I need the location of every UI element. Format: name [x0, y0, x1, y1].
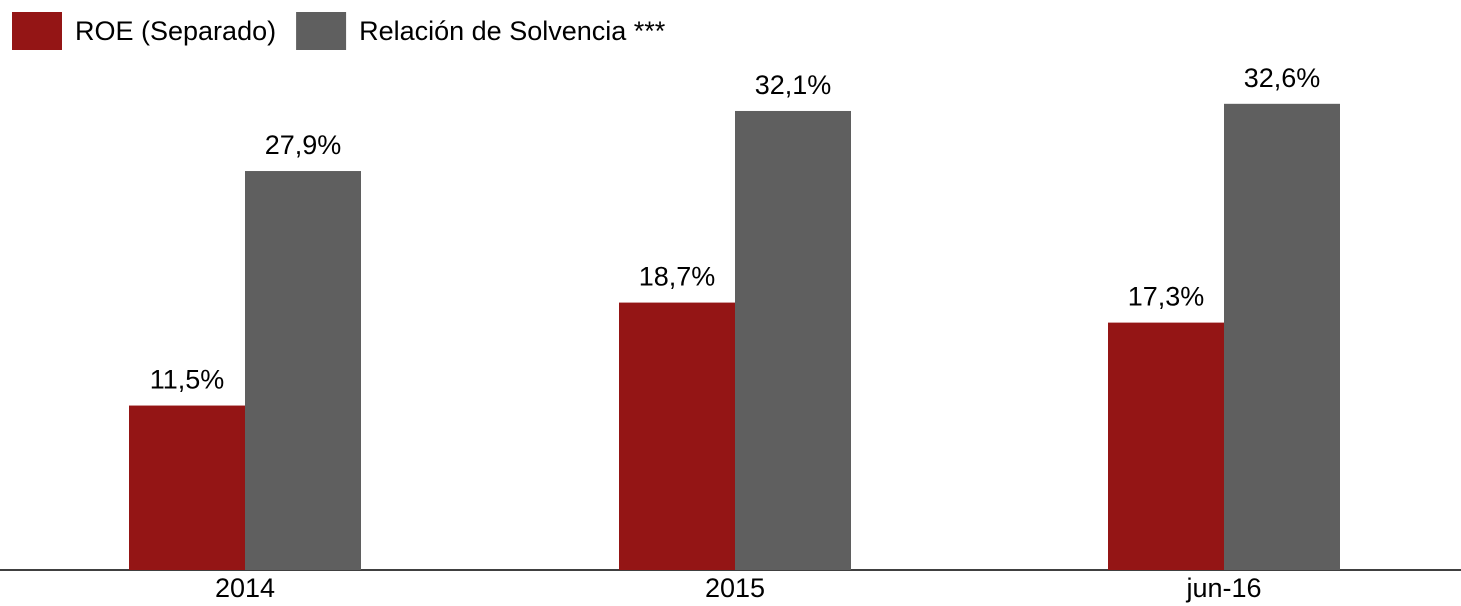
bar	[1224, 103, 1340, 570]
value-label: 11,5%	[150, 365, 225, 395]
x-tick-label: jun-16	[1185, 573, 1261, 603]
legend-swatch	[296, 12, 347, 50]
legend-swatch	[12, 12, 62, 50]
x-tick-label: 2015	[705, 573, 765, 603]
bar	[735, 110, 851, 570]
bar	[129, 405, 245, 570]
value-label: 32,6%	[1244, 63, 1321, 93]
value-label: 32,1%	[755, 70, 832, 100]
value-label: 18,7%	[639, 262, 716, 292]
legend-label: Relación de Solvencia ***	[359, 16, 666, 46]
bar	[619, 302, 735, 570]
value-label: 27,9%	[265, 130, 342, 160]
value-label: 17,3%	[1128, 282, 1205, 312]
x-tick-label: 2014	[215, 573, 275, 603]
bar	[245, 171, 361, 570]
bar	[1108, 322, 1224, 570]
legend-label: ROE (Separado)	[75, 16, 276, 46]
